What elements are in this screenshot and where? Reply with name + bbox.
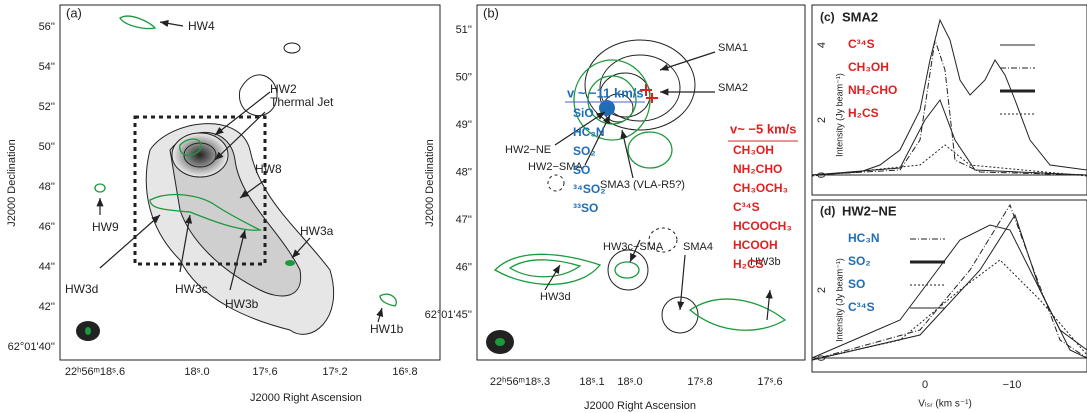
- source-label: HW3a: [300, 224, 334, 238]
- x-tick-label: 16ˢ.8: [392, 366, 417, 378]
- velocity-label: v~ −5 km/s: [730, 121, 797, 136]
- species-label: SO: [573, 163, 590, 177]
- legend-label: HC₃N: [848, 231, 880, 245]
- x-tick-label: 18ˢ.0: [617, 376, 642, 388]
- source-label: HW8: [255, 162, 282, 176]
- panel-title: SMA2: [842, 9, 878, 24]
- y-tick-label: 44'': [39, 261, 55, 273]
- source-label: HW4: [188, 19, 215, 33]
- y-tick-label: 2: [816, 287, 828, 293]
- x-axis-title: J2000 Right Ascension: [250, 392, 362, 404]
- panel-title: HW2−NE: [842, 203, 897, 218]
- x-tick-label: 17ˢ.8: [687, 376, 712, 388]
- x-axis-title: Vₗₛᵣ (km s⁻¹): [918, 399, 972, 410]
- source-label: HW3b: [225, 297, 259, 311]
- y-tick-label: 49'': [456, 119, 472, 131]
- species-label: CH₃OH: [733, 143, 774, 157]
- y-tick-label: 62°01'40'': [8, 341, 55, 353]
- legend-label: CH₃OH: [848, 60, 889, 74]
- y-tick-label: 46'': [39, 221, 55, 233]
- species-label: CH₃OCH₃: [733, 181, 788, 195]
- figure: (a) 56'' 54'' 52'' 50'' 48'' 46'' 44'' 42'' 62°01…: [0, 0, 1087, 413]
- x-tick-label: 22ʰ56ᵐ18ˢ.6: [65, 366, 125, 378]
- source-label: SMA3 (VLA-R5?): [600, 179, 685, 191]
- species-label: ³³SO: [573, 201, 598, 215]
- species-label: SiO: [573, 106, 594, 120]
- x-tick-label: 0: [922, 379, 928, 391]
- species-label: C³⁴S: [733, 200, 760, 214]
- source-label: HW3c−SMA: [603, 241, 664, 253]
- y-tick-label: 2: [816, 117, 828, 123]
- x-tick-label: 18ˢ.0: [184, 366, 209, 378]
- y-tick-label: 46'': [456, 261, 472, 273]
- species-label: SO₂: [573, 144, 596, 158]
- species-label: NH₂CHO: [733, 162, 782, 176]
- y-axis-title: J2000 Declination: [6, 139, 18, 226]
- source-label: HW2−NE: [505, 144, 551, 156]
- x-axis-title: J2000 Right Ascension: [584, 400, 696, 412]
- source-label: SMA2: [718, 82, 748, 94]
- y-tick-label: 42'': [39, 301, 55, 313]
- x-tick-label: −10: [1003, 379, 1022, 391]
- y-axis-title: Intensity (Jy beam⁻¹): [834, 73, 844, 157]
- panel-label: (c): [820, 10, 835, 24]
- source-label: HW3d: [540, 291, 571, 303]
- species-label: H₂CS: [733, 257, 764, 271]
- y-tick-label: 48'': [456, 166, 472, 178]
- y-tick-label: 52'': [39, 101, 55, 113]
- source-label: HW1b: [370, 322, 404, 336]
- legend-label: SO₂: [848, 254, 871, 268]
- y-tick-label: 54'': [39, 61, 55, 73]
- y-tick-label: 50'': [39, 141, 55, 153]
- x-tick-label: 17ˢ.6: [757, 376, 782, 388]
- legend-label: NH₂CHO: [848, 83, 897, 97]
- y-tick-label: 4: [816, 42, 828, 48]
- panel-label: (d): [820, 204, 835, 218]
- legend-label: C³⁴S: [848, 37, 875, 51]
- legend-label: H₂CS: [848, 106, 879, 120]
- y-tick-label: 0: [816, 355, 828, 361]
- species-label: HCOOCH₃: [733, 219, 792, 233]
- species-label: ³⁴SO₂: [573, 182, 606, 196]
- velocity-label: v ~ −11 km/s: [567, 85, 644, 100]
- species-label: HCOOH: [733, 238, 778, 252]
- source-label: HW3c: [175, 282, 208, 296]
- x-tick-label: 22ʰ56ᵐ18ˢ.3: [490, 376, 550, 388]
- y-axis-title: Intensity (Jy beam⁻¹): [834, 258, 844, 342]
- source-label: HW2: [270, 82, 297, 96]
- y-tick-label: 51'': [456, 24, 472, 36]
- species-label: HC₃N: [573, 125, 605, 139]
- x-tick-label: 17ˢ.2: [322, 366, 347, 378]
- source-label: SMA1: [718, 42, 748, 54]
- y-tick-label: 47'': [456, 214, 472, 226]
- source-label: HW3d: [65, 282, 98, 296]
- panel-label: (a): [66, 5, 82, 20]
- legend-label: C³⁴S: [848, 300, 875, 314]
- source-label: HW9: [92, 220, 119, 234]
- panel-label: (b): [483, 5, 499, 20]
- y-tick-label: 62°01'45'': [425, 309, 472, 321]
- y-tick-label: 56'': [39, 21, 55, 33]
- y-tick-label: 48'': [39, 181, 55, 193]
- y-tick-label: 0: [816, 172, 828, 178]
- y-tick-label: 50'': [456, 71, 472, 83]
- legend-label: SO: [848, 277, 865, 291]
- x-tick-label: 18ˢ.1: [579, 376, 604, 388]
- x-tick-label: 17ˢ.6: [252, 366, 277, 378]
- source-label: Thermal Jet: [270, 95, 334, 109]
- source-label: SMA4: [683, 241, 713, 253]
- y-axis-title: J2000 Declination: [424, 139, 436, 226]
